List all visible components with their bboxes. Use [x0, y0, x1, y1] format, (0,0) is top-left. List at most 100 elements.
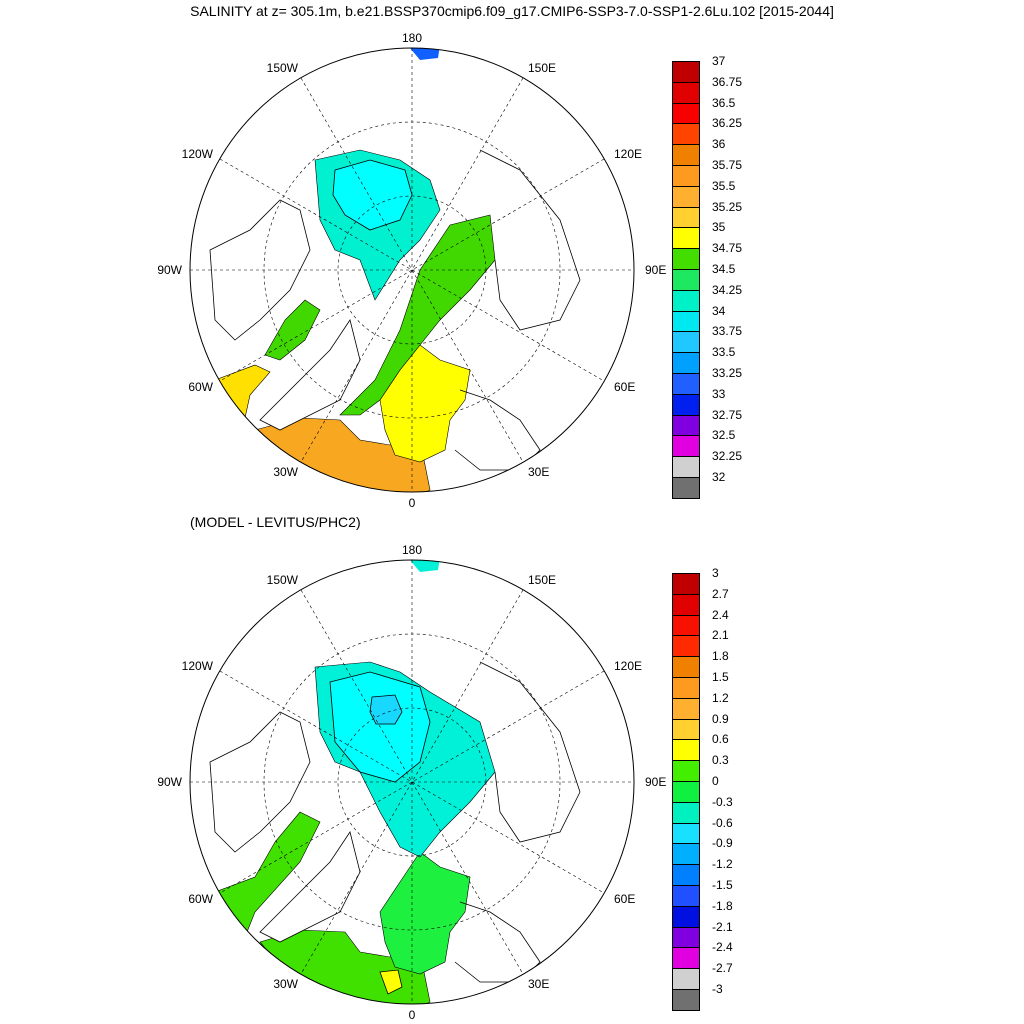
- colorbar-swatch: [672, 227, 700, 250]
- colorbar-label: 34.75: [712, 241, 743, 256]
- colorbar-label: 35.5: [712, 178, 736, 193]
- colorbar-label: -0.9: [712, 836, 733, 851]
- colorbar-label: 33.75: [712, 324, 743, 339]
- lon-label-120e: 120E: [614, 147, 642, 161]
- colorbar-swatch: [672, 165, 700, 187]
- colorbar-label: 36.5: [712, 95, 736, 110]
- colorbar-swatch: [672, 144, 700, 166]
- lon-label-60e: 60E: [614, 380, 635, 394]
- lon-label-150e: 150E: [528, 61, 556, 75]
- coastline-siberia: [479, 149, 581, 331]
- colorbar-swatch: [672, 573, 700, 595]
- lon-label-150e-b: 150E: [528, 573, 556, 587]
- colorbar-swatch: [672, 289, 700, 312]
- lon-label-180-b: 180: [402, 543, 422, 557]
- colorbar-swatch: [672, 414, 700, 437]
- colorbar-swatch: [672, 968, 700, 990]
- lon-label-120w-b: 120W: [182, 659, 214, 673]
- colorbar-swatch: [672, 331, 700, 354]
- colorbar-label: 2.1: [712, 628, 729, 643]
- colorbar-swatch: [672, 697, 700, 720]
- coastline-siberia-2: [479, 661, 581, 843]
- lon-label-90w: 90W: [157, 263, 182, 277]
- colorbar-label: -0.6: [712, 815, 733, 830]
- lon-label-30w-b: 30W: [273, 977, 298, 991]
- colorbar-label: -1.8: [712, 898, 733, 913]
- salinity-field-baffin-green: [264, 299, 321, 361]
- lon-label-60e-b: 60E: [614, 892, 635, 906]
- colorbar-label: 1.8: [712, 649, 729, 664]
- colorbar-swatch: [672, 739, 700, 762]
- colorbar-swatch: [672, 393, 700, 416]
- colorbar-swatch: [672, 477, 700, 499]
- colorbar-label: -2.7: [712, 961, 733, 976]
- colorbar-swatch: [672, 61, 700, 83]
- lon-label-60w-b: 60W: [188, 892, 213, 906]
- colorbar-swatch: [672, 269, 700, 291]
- salinity-field-eurasian-green: [339, 214, 496, 416]
- colorbar-label: -3: [712, 982, 723, 996]
- diff-field-yellow-spot: [379, 969, 403, 995]
- colorbar-label: 36.25: [712, 116, 743, 131]
- colorbar-swatch: [672, 352, 700, 374]
- lon-label-180: 180: [402, 31, 422, 45]
- colorbar-swatch: [672, 435, 700, 458]
- colorbar-label: 1.2: [712, 690, 729, 705]
- colorbar-label: 0.3: [712, 753, 729, 768]
- salinity-field-canada-core: [332, 159, 413, 231]
- colorbar-label: 3: [712, 566, 719, 580]
- colorbar-swatch: [672, 885, 700, 907]
- colorbar-swatch: [672, 310, 700, 333]
- colorbar-swatch: [672, 593, 700, 616]
- colorbar-swatch: [672, 864, 700, 886]
- colorbar-swatch: [672, 373, 700, 395]
- colorbar-swatch: [672, 989, 700, 1011]
- figure-title: SALINITY at z= 305.1m, b.e21.BSSP370cmip…: [190, 3, 834, 19]
- colorbar-label: 35.25: [712, 199, 743, 214]
- colorbar-swatch: [672, 677, 700, 699]
- colorbar-label: 34.25: [712, 282, 743, 297]
- colorbar-swatch: [672, 123, 700, 146]
- colorbar-swatch: [672, 456, 700, 478]
- colorbar-label: 34.5: [712, 262, 736, 276]
- colorbar-swatch: [672, 185, 700, 208]
- lon-label-90e-b: 90E: [645, 775, 666, 789]
- colorbar-label: 32.75: [712, 407, 743, 422]
- lon-label-30e-b: 30E: [528, 977, 549, 991]
- lon-label-150w-b: 150W: [267, 573, 299, 587]
- colorbar-swatch: [672, 614, 700, 637]
- colorbar-swatch: [672, 926, 700, 949]
- lon-label-120e-b: 120E: [614, 659, 642, 673]
- colorbar-swatch: [672, 905, 700, 928]
- colorbar-label: 0: [712, 774, 719, 788]
- colorbar-swatch: [672, 102, 700, 125]
- colorbar-label: 2.4: [712, 607, 729, 622]
- colorbar-swatch: [672, 760, 700, 782]
- diff-field-canada-core: [369, 694, 403, 725]
- colorbar-label: 32: [712, 470, 726, 484]
- lon-label-90e: 90E: [645, 263, 666, 277]
- colorbar-swatch: [672, 248, 700, 270]
- lon-label-120w: 120W: [182, 147, 214, 161]
- colorbar-swatch: [672, 656, 700, 678]
- coastline-greenland-2: [259, 831, 361, 943]
- colorbar-label: 34: [712, 303, 726, 318]
- lon-label-30w: 30W: [273, 465, 298, 479]
- colorbar-label: 2.7: [712, 586, 729, 601]
- coastline-scandinavia-2: [454, 901, 541, 983]
- colorbar-label: 36: [712, 137, 726, 152]
- colorbar-label: 33.25: [712, 366, 743, 380]
- colorbar-swatch: [672, 81, 700, 104]
- colorbar-swatch: [672, 781, 700, 803]
- colorbar-swatch: [672, 801, 700, 824]
- colorbar-label: -2.1: [712, 919, 733, 934]
- colorbar-swatch: [672, 947, 700, 970]
- colorbar-label: 32.25: [712, 449, 743, 464]
- colorbar-swatch: [672, 206, 700, 229]
- colorbar-label: -1.2: [712, 857, 733, 872]
- coastline-scandinavia: [454, 389, 541, 471]
- colorbar-label: 0.6: [712, 732, 729, 747]
- lon-label-0: 0: [409, 496, 416, 510]
- lon-label-30e: 30E: [528, 465, 549, 479]
- lon-label-150w: 150W: [267, 61, 299, 75]
